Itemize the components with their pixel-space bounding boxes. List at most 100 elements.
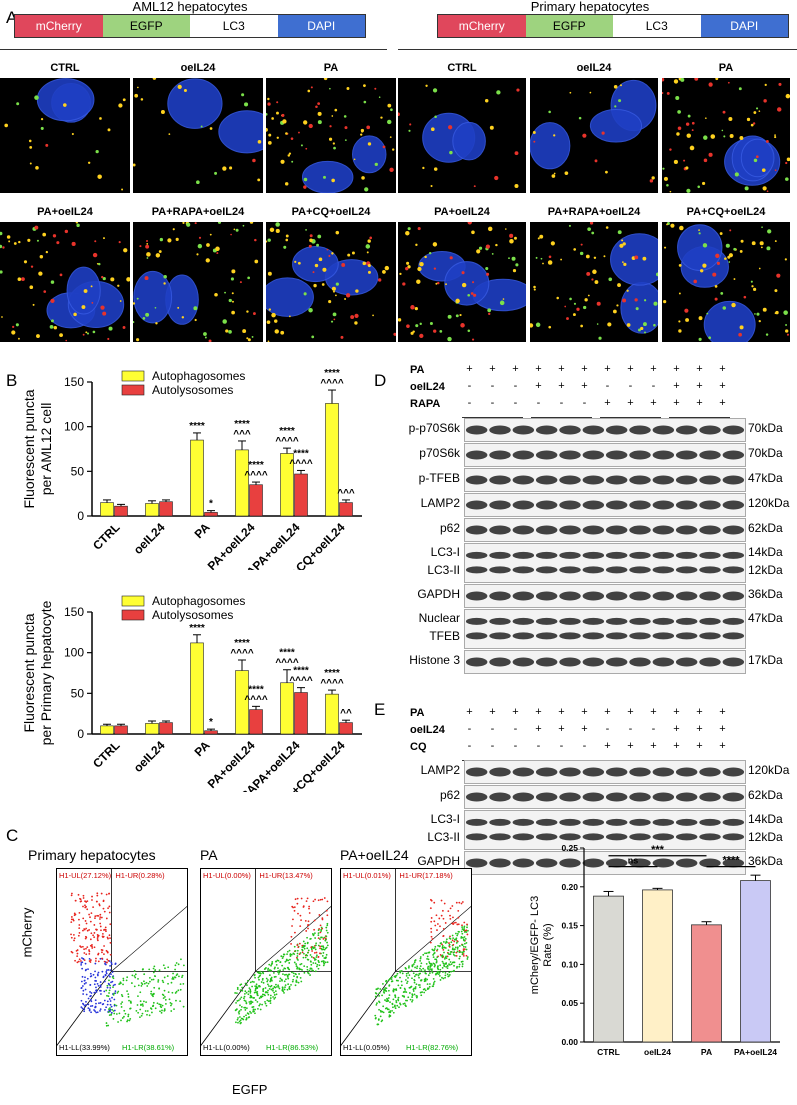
event-dot — [146, 985, 149, 987]
event-dot — [117, 990, 120, 993]
puncta-dot — [739, 325, 744, 330]
event-dot — [310, 963, 313, 966]
event-dot — [105, 1022, 108, 1024]
event-dot — [73, 937, 76, 940]
micro-image — [530, 222, 658, 342]
significance-label: **** — [234, 419, 250, 430]
event-dot — [294, 931, 296, 934]
puncta-dot — [103, 237, 105, 240]
event-dot — [150, 992, 152, 995]
event-dot — [78, 927, 81, 930]
event-dot — [139, 1000, 142, 1003]
event-dot — [303, 965, 306, 968]
blot-kda: 62kDa — [748, 521, 783, 535]
treatment-sign: + — [581, 363, 588, 375]
event-dot — [399, 971, 402, 974]
treatment-sign: - — [490, 740, 495, 752]
event-dot — [325, 956, 327, 959]
event-dot — [460, 930, 463, 933]
event-dot — [81, 985, 84, 987]
event-dot — [299, 968, 302, 971]
blot-strip — [464, 760, 746, 784]
event-dot — [240, 996, 243, 999]
event-dot — [305, 953, 308, 956]
significance-label: ^^^^ — [289, 676, 313, 687]
nucleus — [266, 277, 314, 317]
puncta-dot — [664, 246, 667, 249]
bar — [159, 722, 173, 735]
event-dot — [386, 997, 388, 1000]
puncta-dot — [673, 79, 679, 84]
event-dot — [284, 960, 287, 963]
puncta-dot — [51, 319, 54, 323]
blot-art — [465, 858, 745, 868]
puncta-dot — [786, 157, 790, 162]
puncta-dot — [101, 275, 104, 279]
puncta-dot — [315, 105, 318, 108]
puncta-dot — [548, 325, 552, 329]
event-dot — [111, 971, 114, 973]
puncta-dot — [653, 301, 658, 306]
band — [512, 566, 535, 574]
event-dot — [449, 935, 451, 938]
event-dot — [395, 999, 398, 1002]
event-dot — [134, 976, 137, 979]
event-dot — [158, 969, 161, 972]
puncta-dot — [591, 278, 594, 281]
puncta-dot — [136, 338, 140, 342]
puncta-dot — [573, 302, 577, 305]
event-dot — [163, 1009, 166, 1012]
legend-swatch — [121, 609, 145, 621]
band — [722, 525, 745, 535]
puncta-dot — [159, 237, 164, 242]
event-dot — [241, 986, 243, 989]
nucleus — [444, 261, 490, 306]
blot-label: p-TFEB — [418, 471, 460, 485]
event-dot — [320, 926, 323, 929]
event-dot — [314, 898, 316, 901]
puncta-dot — [284, 182, 289, 186]
puncta-dot — [626, 289, 629, 292]
event-dot — [110, 981, 112, 984]
event-dot — [375, 1003, 378, 1006]
treatment-label: oeIL24 — [410, 381, 445, 393]
event-dot — [149, 980, 151, 983]
event-dot — [157, 979, 160, 981]
puncta-dot — [275, 222, 280, 227]
event-dot — [390, 978, 393, 981]
panel-a-letter: A — [6, 8, 18, 27]
event-dot — [324, 937, 327, 940]
puncta-dot — [691, 129, 694, 132]
event-dot — [466, 926, 468, 929]
quadrant-label: H1-LL(0.00%) — [203, 1043, 250, 1052]
event-dot — [263, 968, 266, 971]
puncta-dot — [266, 127, 268, 132]
puncta-dot — [183, 89, 187, 93]
event-dot — [93, 924, 96, 926]
event-dot — [455, 955, 458, 957]
event-dot — [382, 983, 384, 985]
event-dot — [159, 1010, 161, 1013]
event-dot — [96, 982, 99, 985]
band — [629, 858, 651, 868]
puncta-dot — [71, 132, 74, 136]
nucleus — [352, 135, 387, 174]
puncta-dot — [214, 292, 218, 297]
event-dot — [461, 926, 464, 928]
event-dot — [317, 944, 320, 947]
event-dot — [289, 958, 291, 961]
legend-egfp: EGFP — [102, 15, 190, 37]
puncta-dot — [758, 320, 761, 323]
event-dot — [314, 962, 317, 965]
event-dot — [78, 958, 81, 961]
band — [629, 833, 651, 841]
band — [652, 551, 675, 559]
puncta-dot — [430, 127, 435, 132]
puncta-dot — [63, 103, 67, 107]
event-dot — [112, 993, 115, 996]
event-dot — [317, 934, 320, 937]
event-dot — [317, 959, 320, 962]
event-dot — [377, 1023, 380, 1026]
event-dot — [256, 994, 259, 997]
puncta-dot — [504, 228, 507, 230]
